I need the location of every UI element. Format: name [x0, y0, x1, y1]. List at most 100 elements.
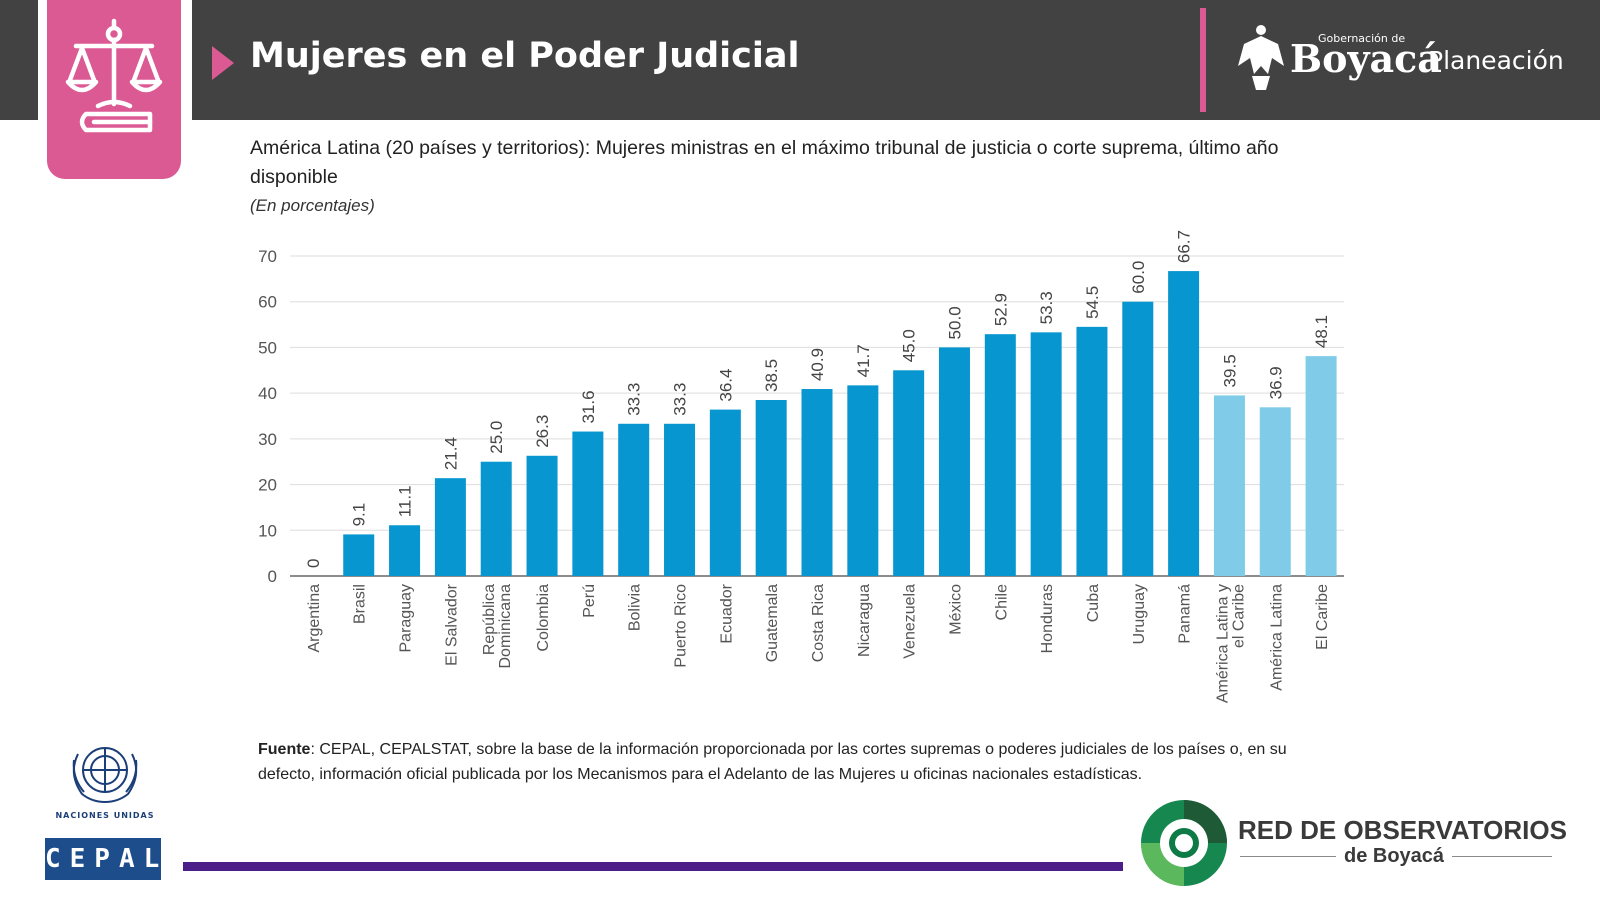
source-text: : CEPAL, CEPALSTAT, sobre la base de la …: [258, 741, 1287, 783]
data-label-2: 11.1: [396, 485, 415, 517]
org-name: Boyacá: [1290, 36, 1442, 81]
data-label-8: 33.3: [671, 383, 690, 416]
data-label-14: 50.0: [945, 306, 964, 339]
x-tick-label-15-0: Chile: [993, 584, 1010, 621]
data-label-1: 9.1: [350, 503, 369, 527]
bar-2: [389, 525, 421, 576]
data-label-18: 60.0: [1129, 261, 1148, 294]
x-tick-label-1-0: Brasil: [352, 584, 369, 624]
bar-13: [893, 370, 925, 576]
un-label: NACIONES UNIDAS: [55, 811, 155, 820]
x-tick-label-17-0: Cuba: [1085, 584, 1102, 622]
header-arrow-marker: [212, 46, 234, 80]
network-subtitle: de Boyacá: [1336, 845, 1453, 868]
x-tick-label-6-0: Perú: [581, 584, 598, 618]
bar-5: [526, 455, 558, 576]
data-label-22: 48.1: [1312, 315, 1331, 348]
data-label-5: 26.3: [533, 415, 552, 448]
data-label-4: 25.0: [487, 421, 506, 454]
x-tick-label-5-0: Colombia: [535, 584, 552, 652]
x-tick-label-9-0: Ecuador: [718, 583, 735, 643]
un-emblem-icon: [72, 747, 138, 804]
bar-9: [709, 409, 741, 576]
data-label-17: 54.5: [1083, 286, 1102, 319]
data-label-3: 21.4: [441, 437, 460, 470]
page-title: Mujeres en el Poder Judicial: [250, 36, 800, 76]
y-tick-label: 0: [268, 567, 277, 586]
chart-title: América Latina (20 países y territorios)…: [250, 137, 1279, 188]
x-tick-label-22-0: El Caribe: [1314, 584, 1331, 650]
x-tick-label-11-0: Costa Rica: [810, 584, 827, 662]
bar-12: [847, 385, 879, 576]
org-small-label: Gobernación de: [1318, 32, 1406, 45]
bar-22: [1305, 356, 1337, 576]
x-tick-label-7-0: Bolivia: [627, 584, 644, 631]
y-tick-label: 20: [258, 476, 277, 495]
x-tick-label-13-0: Venezuela: [902, 584, 919, 659]
bar-19: [1168, 271, 1200, 576]
x-tick-label-4-0: República: [481, 584, 498, 655]
data-label-11: 40.9: [808, 348, 827, 381]
x-tick-label-12-0: Nicaragua: [856, 584, 873, 657]
cepal-logo: CEPAL: [45, 838, 161, 880]
x-tick-label-2-0: Paraguay: [398, 584, 415, 653]
bar-10: [755, 400, 787, 576]
org-unit: Planeación: [1428, 46, 1564, 75]
bar-17: [1076, 326, 1108, 576]
data-label-19: 66.7: [1175, 230, 1194, 263]
data-label-20: 39.5: [1220, 354, 1239, 387]
scales-of-justice-icon: [65, 18, 163, 133]
bar-4: [480, 461, 512, 576]
bar-3: [434, 478, 466, 576]
footer-divider: [183, 862, 1123, 871]
observatory-network-logo-icon: [1141, 800, 1227, 886]
data-label-0: 0: [304, 559, 323, 568]
source-note: Fuente: CEPAL, CEPALSTAT, sobre la base …: [258, 737, 1348, 787]
header-left-block: [0, 0, 38, 120]
x-tick-label-3-0: El Salvador: [443, 583, 460, 665]
x-tick-label-19-0: Panamá: [1177, 584, 1194, 644]
x-tick-label-14-0: México: [947, 584, 964, 635]
bar-21: [1259, 407, 1291, 576]
x-tick-label-20-1: el Caribe: [1230, 584, 1247, 648]
topic-tile: [47, 0, 181, 179]
data-label-12: 41.7: [854, 344, 873, 377]
source-label: Fuente: [258, 741, 311, 758]
data-label-16: 53.3: [1037, 291, 1056, 324]
network-title: RED DE OBSERVATORIOS: [1238, 815, 1567, 845]
x-tick-label-8-0: Puerto Rico: [673, 584, 690, 668]
x-tick-label-20-0: América Latina y: [1214, 584, 1231, 703]
x-tick-label-21-0: América Latina: [1268, 584, 1285, 691]
data-label-15: 52.9: [991, 293, 1010, 326]
bar-8: [664, 423, 696, 576]
y-tick-label: 60: [258, 293, 277, 312]
header-bar: [192, 0, 1600, 120]
bar-16: [1030, 332, 1062, 576]
x-tick-label-16-0: Honduras: [1039, 584, 1056, 653]
y-tick-label: 70: [258, 247, 277, 266]
bar-18: [1122, 301, 1154, 576]
y-tick-label: 40: [258, 384, 277, 403]
y-tick-label: 50: [258, 338, 277, 357]
bar-1: [343, 534, 375, 576]
bar-15: [984, 334, 1016, 576]
data-label-9: 36.4: [716, 369, 735, 402]
chart-subtitle: (En porcentajes): [250, 196, 375, 215]
bar-7: [618, 423, 650, 576]
data-label-10: 38.5: [762, 359, 781, 392]
data-label-13: 45.0: [900, 329, 919, 362]
y-tick-label: 10: [258, 521, 277, 540]
x-tick-label-18-0: Uruguay: [1131, 584, 1148, 644]
data-label-6: 31.6: [579, 390, 598, 423]
data-label-7: 33.3: [625, 383, 644, 416]
x-tick-label-10-0: Guatemala: [764, 584, 781, 662]
bar-11: [801, 389, 833, 576]
boyaca-crest-icon: [1238, 25, 1284, 90]
bar-6: [572, 431, 604, 576]
y-tick-label: 30: [258, 430, 277, 449]
x-tick-label-4-1: Dominicana: [497, 584, 514, 669]
header-divider: [1200, 8, 1206, 112]
x-tick-label-0-0: Argentina: [306, 584, 323, 653]
bar-14: [938, 347, 970, 576]
